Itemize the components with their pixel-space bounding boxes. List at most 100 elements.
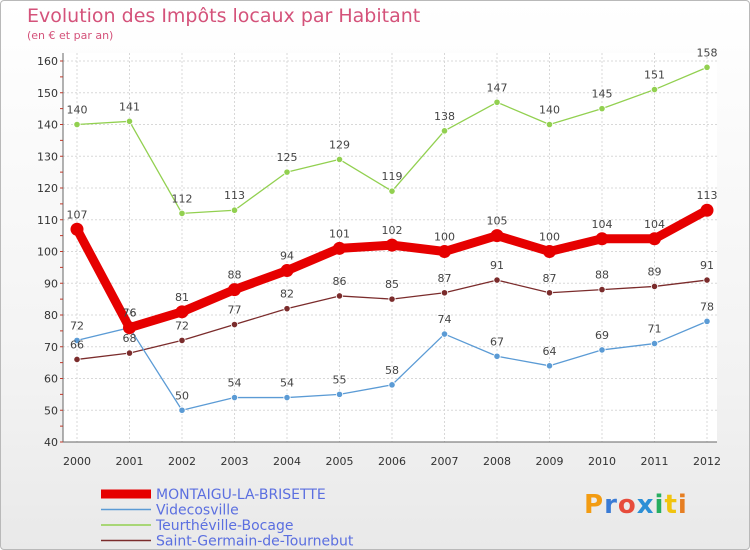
y-tick-label: 120 <box>37 182 58 195</box>
y-tick-label: 50 <box>44 404 58 417</box>
data-point <box>545 120 554 129</box>
data-point <box>73 120 81 129</box>
data-label: 66 <box>70 338 84 351</box>
logo-letter: t <box>664 490 678 520</box>
data-point <box>388 295 396 303</box>
data-point <box>490 229 504 243</box>
data-point <box>73 336 81 344</box>
x-tick-label: 2003 <box>221 455 249 468</box>
data-label: 82 <box>280 288 294 301</box>
data-point <box>175 305 189 319</box>
x-tick-label: 2007 <box>431 455 459 468</box>
legend-label: Teurthéville-Bocage <box>155 518 293 534</box>
series-layer <box>70 63 714 414</box>
data-point <box>543 245 556 258</box>
data-label: 77 <box>228 304 242 317</box>
data-point <box>648 232 661 246</box>
legend: MONTAIGU-LA-BRISETTEVidecosvilleTeurthév… <box>101 487 354 550</box>
data-label: 55 <box>333 373 347 386</box>
x-tick-label: 2005 <box>326 455 354 468</box>
data-label: 88 <box>595 269 609 282</box>
data-label: 72 <box>175 319 189 332</box>
y-tick-label: 160 <box>37 55 58 68</box>
data-label: 87 <box>438 272 452 285</box>
data-label: 100 <box>539 231 560 244</box>
data-point <box>545 289 554 297</box>
data-point <box>440 330 449 338</box>
logo-letter: P <box>584 490 605 520</box>
x-tick-label: 2000 <box>63 455 91 468</box>
data-point <box>440 127 449 135</box>
legend-label: Saint-Germain-de-Tournebut <box>156 534 354 550</box>
data-label: 76 <box>123 307 137 320</box>
y-tick-label: 100 <box>37 246 58 259</box>
data-point <box>493 98 501 106</box>
logo-letter: i <box>654 490 665 520</box>
x-tick-label: 2012 <box>693 455 721 468</box>
data-label: 58 <box>385 364 399 377</box>
data-label: 104 <box>592 218 613 231</box>
data-label: 68 <box>123 332 137 345</box>
data-label: 101 <box>329 227 350 240</box>
data-point <box>440 289 449 297</box>
data-label: 50 <box>175 389 189 402</box>
data-point <box>595 232 609 246</box>
data-point <box>598 346 606 354</box>
data-point <box>335 155 344 164</box>
data-label: 151 <box>644 69 665 82</box>
axes: 40 50 60 70 80 90 100 110 120 130 140 150 160 2000 200… <box>37 53 721 468</box>
data-label: 72 <box>70 319 84 332</box>
data-point <box>283 305 291 313</box>
y-tick-label: 40 <box>44 436 58 449</box>
data-label: 71 <box>648 323 662 336</box>
x-tick-label: 2004 <box>273 455 301 468</box>
data-label: 86 <box>333 275 347 288</box>
x-tick-label: 2001 <box>116 455 144 468</box>
data-labels: 66 68 72 77 82 86 85 87 91 87 88 89 91 140 141 112 113 12… <box>67 46 718 402</box>
x-tick-label: 2010 <box>588 455 616 468</box>
data-point <box>388 187 396 195</box>
data-point <box>283 393 291 402</box>
data-label: 102 <box>382 224 403 237</box>
proxiti-logo: Proxiti <box>584 490 688 520</box>
y-tick-label: 130 <box>37 150 58 163</box>
data-point <box>230 320 239 329</box>
data-point <box>73 355 81 364</box>
data-label: 85 <box>385 278 399 291</box>
data-point <box>388 381 396 389</box>
data-point <box>125 117 134 125</box>
y-tick-label: 150 <box>37 87 58 100</box>
data-point <box>598 105 606 113</box>
data-point <box>178 209 186 217</box>
logo-letter: x <box>636 490 655 520</box>
data-label: 54 <box>228 377 242 390</box>
data-label: 107 <box>67 208 88 221</box>
data-point <box>70 222 84 236</box>
data-label: 140 <box>67 104 88 117</box>
y-tick-label: 110 <box>37 214 58 227</box>
data-point <box>650 85 659 94</box>
y-tick-label: 70 <box>44 341 58 354</box>
data-point <box>438 245 451 258</box>
data-point <box>700 203 714 217</box>
data-label: 78 <box>700 300 714 313</box>
data-label: 74 <box>438 313 452 326</box>
data-label: 67 <box>490 335 504 348</box>
chart-subtitle: (en € et par an) <box>27 29 114 42</box>
data-label: 140 <box>539 104 560 117</box>
y-tick-label: 60 <box>44 373 58 386</box>
data-point <box>703 317 711 325</box>
data-point <box>385 238 399 252</box>
x-tick-label: 2002 <box>168 455 196 468</box>
data-point <box>333 241 346 255</box>
data-label: 64 <box>543 345 557 358</box>
y-tick-label: 80 <box>44 309 58 322</box>
data-point <box>283 168 291 176</box>
data-label: 88 <box>228 269 242 282</box>
data-label: 141 <box>119 100 140 113</box>
data-label: 94 <box>280 250 294 263</box>
data-point <box>493 276 501 284</box>
data-label: 91 <box>700 259 714 272</box>
grid <box>63 53 717 443</box>
